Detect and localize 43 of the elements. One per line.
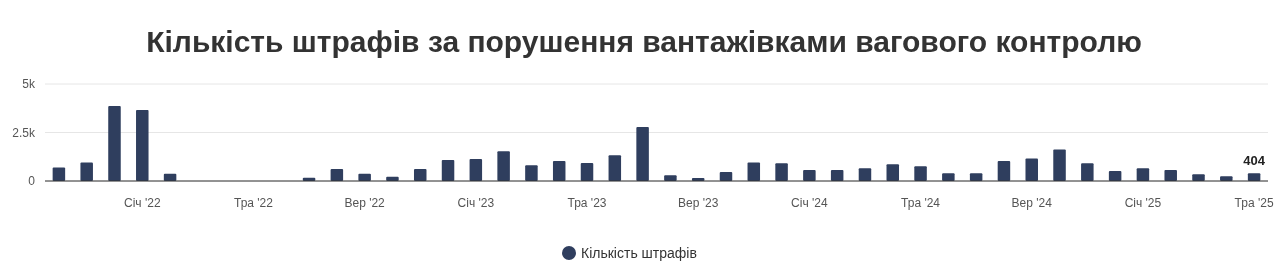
y-tick-label: 5k: [22, 77, 36, 91]
bar: [1192, 174, 1205, 181]
bar: [108, 106, 121, 181]
bar: [1025, 158, 1038, 181]
bar: [942, 173, 955, 181]
bar: [552, 161, 566, 181]
bar: [997, 161, 1011, 181]
legend-label: Кількість штрафів: [581, 245, 697, 261]
bar: [858, 168, 872, 181]
x-tick-label: Вер '23: [678, 196, 719, 210]
bar: [1136, 168, 1150, 181]
bar: [747, 162, 761, 181]
bar: [1053, 149, 1066, 181]
x-tick-label: Тра '25: [1234, 196, 1274, 210]
x-tick-label: Тра '24: [901, 196, 941, 210]
bar: [1081, 163, 1094, 181]
bar: [525, 165, 538, 181]
x-tick-label: Січ '23: [457, 196, 495, 210]
x-tick-label: Січ '22: [124, 196, 161, 210]
bar: [441, 160, 455, 181]
bar: [136, 110, 149, 181]
bar: [886, 164, 900, 181]
y-tick-label: 0: [28, 174, 36, 188]
x-tick-label: Тра '22: [233, 196, 274, 210]
x-tick-label: Вер '22: [344, 196, 386, 210]
bar: [803, 169, 816, 181]
bar: [580, 162, 594, 181]
bar: [775, 163, 788, 181]
y-tick-label: 2.5k: [12, 125, 36, 140]
chart-title: Кількість штрафів за порушення вантажівками вагового контролю: [146, 25, 1142, 58]
bar: [608, 155, 622, 181]
data-label: 404: [1243, 153, 1266, 169]
bar: [80, 162, 93, 181]
bar: [636, 127, 649, 181]
x-tick-label: Січ '24: [791, 196, 828, 210]
bar: [1164, 169, 1177, 181]
bar: [52, 167, 66, 181]
x-tick-label: Вер '24: [1011, 196, 1053, 210]
bar: [469, 159, 483, 181]
bar: [497, 151, 510, 181]
bar: [914, 166, 927, 181]
x-tick-label: Тра '23: [567, 196, 607, 210]
x-tick-label: Січ '25: [1124, 196, 1162, 210]
